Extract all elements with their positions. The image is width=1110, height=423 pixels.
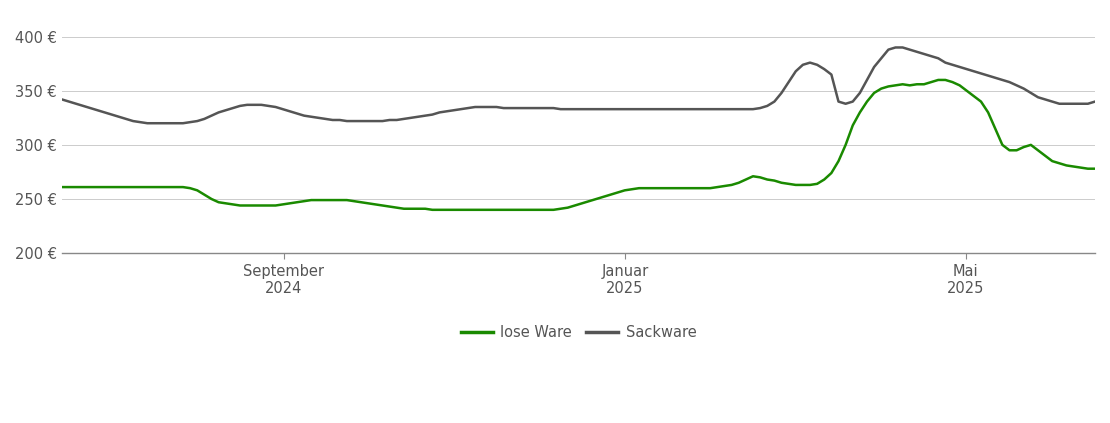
Legend: lose Ware, Sackware: lose Ware, Sackware	[455, 319, 703, 346]
Sackware	[354, 118, 367, 124]
lose Ware	[56, 184, 69, 190]
Line: lose Ware: lose Ware	[62, 80, 1094, 210]
lose Ware	[931, 77, 945, 82]
lose Ware	[176, 184, 190, 190]
Sackware	[583, 107, 596, 112]
Sackware	[1088, 99, 1101, 104]
Sackware	[141, 121, 154, 126]
Sackware	[889, 45, 902, 50]
Line: Sackware: Sackware	[62, 47, 1094, 123]
Sackware	[183, 120, 196, 125]
lose Ware	[312, 198, 325, 203]
Sackware	[319, 116, 332, 121]
lose Ware	[668, 186, 682, 191]
lose Ware	[1088, 166, 1101, 171]
Sackware	[668, 107, 682, 112]
lose Ware	[426, 207, 440, 212]
lose Ware	[583, 199, 596, 204]
lose Ware	[304, 198, 317, 203]
Sackware	[56, 97, 69, 102]
lose Ware	[347, 199, 361, 204]
Sackware	[312, 115, 325, 121]
